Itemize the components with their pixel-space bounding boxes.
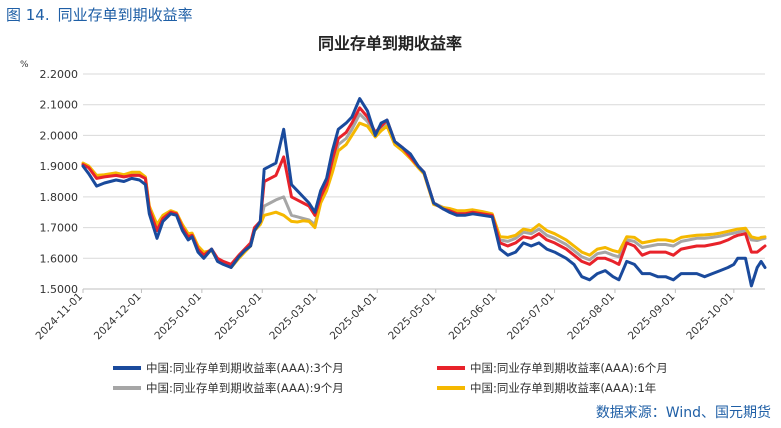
x-tick-label: 2025-06-01 [447,291,499,343]
series-line-2 [81,112,767,268]
x-tick-label: 2025-05-01 [386,291,438,343]
x-tick-label: 2025-02-01 [213,291,265,343]
legend-label: 中国:同业存单到期收益率(AAA):1年 [470,381,656,395]
figure-number: 图 14. [6,6,50,24]
figure-caption-text: 同业存单到期收益率 [57,6,193,24]
x-tick-label: 2025-09-01 [626,291,678,343]
y-axis-unit: % [20,60,29,70]
y-tick-label: 1.7000 [40,222,79,235]
y-tick-label: 1.6000 [40,252,79,265]
series-lines [81,97,767,288]
series-line-0 [81,97,767,288]
legend-label: 中国:同业存单到期收益率(AAA):6个月 [470,361,668,375]
y-tick-label: 2.0000 [40,129,79,142]
x-axis-ticks: 2024-11-01 2024-12-01 2025-01-01 2025-02-01… [33,289,736,343]
figure-caption: 图 14. 同业存单到期收益率 [6,4,193,25]
y-tick-label: 1.9000 [40,160,79,173]
gridlines [83,73,765,290]
x-tick-label: 2025-04-01 [328,291,380,343]
y-axis-ticks: 1.5000 1.6000 1.7000 1.8000 1.9000 2.0000 2.10… [40,68,79,296]
y-tick-label: 1.8000 [40,191,79,204]
x-tick-label: 2024-11-01 [33,291,85,343]
chart-title: 同业存单到期收益率 [318,34,462,53]
x-tick-label: 2025-01-01 [152,291,204,343]
legend-label: 中国:同业存单到期收益率(AAA):3个月 [146,361,344,375]
y-tick-label: 1.5000 [40,283,79,296]
y-tick-label: 2.1000 [40,99,79,112]
x-tick-label: 2025-07-01 [505,291,557,343]
legend: 中国:同业存单到期收益率(AAA):3个月 中国:同业存单到期收益率(AAA):6… [113,361,668,395]
x-tick-label: 2025-10-01 [684,291,736,343]
x-tick-label: 2025-08-01 [565,291,617,343]
legend-label: 中国:同业存单到期收益率(AAA):9个月 [146,381,344,395]
y-tick-label: 2.2000 [40,68,79,81]
data-source: 数据来源：Wind、国元期货 [595,405,771,421]
x-tick-label: 2025-03-01 [267,291,319,343]
x-tick-label: 2024-12-01 [92,291,144,343]
